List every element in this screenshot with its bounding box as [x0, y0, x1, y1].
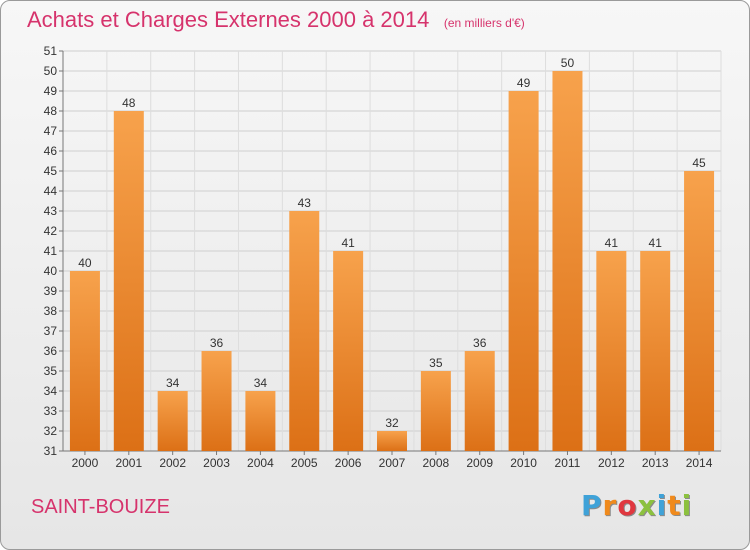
y-tick-label: 38 [44, 304, 58, 318]
data-label-2012: 41 [605, 236, 619, 250]
bar-2005[interactable] [289, 211, 320, 451]
bar-2011[interactable] [552, 71, 583, 451]
bar-2004[interactable] [245, 391, 276, 451]
x-tick-label: 2011 [555, 456, 581, 470]
x-tick-label: 2002 [159, 456, 186, 470]
title-row: Achats et Charges Externes 2000 à 2014 (… [27, 7, 525, 33]
x-tick-label: 2010 [510, 456, 537, 470]
y-tick-label: 36 [44, 344, 58, 358]
x-tick-label: 2000 [72, 456, 99, 470]
y-tick-label: 51 [44, 44, 58, 58]
brand-letter: o [617, 489, 638, 522]
bar-2001[interactable] [113, 111, 144, 451]
y-tick-label: 45 [44, 164, 58, 178]
bar-2013[interactable] [640, 251, 671, 451]
y-tick-label: 31 [44, 444, 58, 458]
x-tick-label: 2001 [115, 456, 142, 470]
x-tick-label: 2004 [247, 456, 274, 470]
y-tick-label: 34 [44, 384, 58, 398]
chart-subtitle: (en milliers d'€) [443, 16, 525, 30]
bar-layer [69, 71, 715, 451]
x-tick-label: 2003 [203, 456, 230, 470]
y-tick-label: 33 [44, 404, 58, 418]
data-label-2009: 36 [473, 336, 487, 350]
bar-2003[interactable] [201, 351, 232, 451]
data-label-2003: 36 [210, 336, 224, 350]
y-tick-label: 41 [44, 244, 58, 258]
y-tick-label: 49 [44, 84, 58, 98]
data-label-2001: 48 [122, 96, 136, 110]
x-tick-label: 2005 [291, 456, 318, 470]
bar-2007[interactable] [377, 431, 407, 451]
data-label-2010: 49 [517, 76, 531, 90]
label-layer: 40 48 34 36 34 43 41 32 35 36 49 50 41 41 45 [78, 56, 706, 430]
bar-2010[interactable] [508, 91, 539, 451]
bar-2008[interactable] [420, 371, 451, 451]
y-tick-label: 43 [44, 204, 58, 218]
y-tick-label: 32 [44, 424, 58, 438]
brand-letter: i [656, 489, 668, 522]
bar-2009[interactable] [464, 351, 495, 451]
brand-letter: x [637, 489, 657, 522]
x-tick-label: 2012 [598, 456, 625, 470]
data-label-2006: 41 [341, 236, 355, 250]
x-tick-label: 2008 [423, 456, 450, 470]
data-label-2002: 34 [166, 376, 180, 390]
y-tick-label: 50 [44, 64, 58, 78]
y-tick-label: 42 [44, 224, 58, 238]
brand-letter: r [602, 489, 618, 522]
bar-2000[interactable] [69, 271, 100, 451]
bar-2006[interactable] [333, 251, 364, 451]
brand-letter: t [667, 489, 682, 522]
y-tick-label: 40 [44, 264, 58, 278]
y-tick-label: 44 [44, 184, 58, 198]
x-tick-label: 2006 [335, 456, 362, 470]
y-tick-label: 39 [44, 284, 58, 298]
chart-title: Achats et Charges Externes 2000 à 2014 [27, 7, 430, 32]
y-tick-label: 35 [44, 364, 58, 378]
bar-2014[interactable] [684, 171, 715, 451]
data-label-2004: 34 [254, 376, 268, 390]
data-label-2011: 50 [561, 56, 575, 70]
x-tick-label: 2009 [466, 456, 493, 470]
x-tick-label: 2014 [686, 456, 713, 470]
data-label-2013: 41 [649, 236, 663, 250]
x-tick-label: 2013 [642, 456, 669, 470]
data-label-2000: 40 [78, 256, 92, 270]
y-tick-label: 46 [44, 144, 58, 158]
brand-letter: P [581, 489, 603, 522]
y-tick-label: 48 [44, 104, 58, 118]
x-tick-label: 2007 [379, 456, 406, 470]
data-label-2008: 35 [429, 356, 443, 370]
y-tick-label: 47 [44, 124, 58, 138]
location-name: SAINT-BOUIZE [31, 496, 170, 518]
y-tick-label: 37 [44, 324, 58, 338]
data-label-2014: 45 [692, 156, 706, 170]
brand-letter: i [681, 489, 693, 522]
bar-2002[interactable] [157, 391, 188, 451]
brand-logo[interactable]: Proxiti [581, 489, 692, 522]
data-label-2007: 32 [385, 416, 399, 430]
data-label-2005: 43 [298, 196, 312, 210]
bar-2012[interactable] [596, 251, 627, 451]
